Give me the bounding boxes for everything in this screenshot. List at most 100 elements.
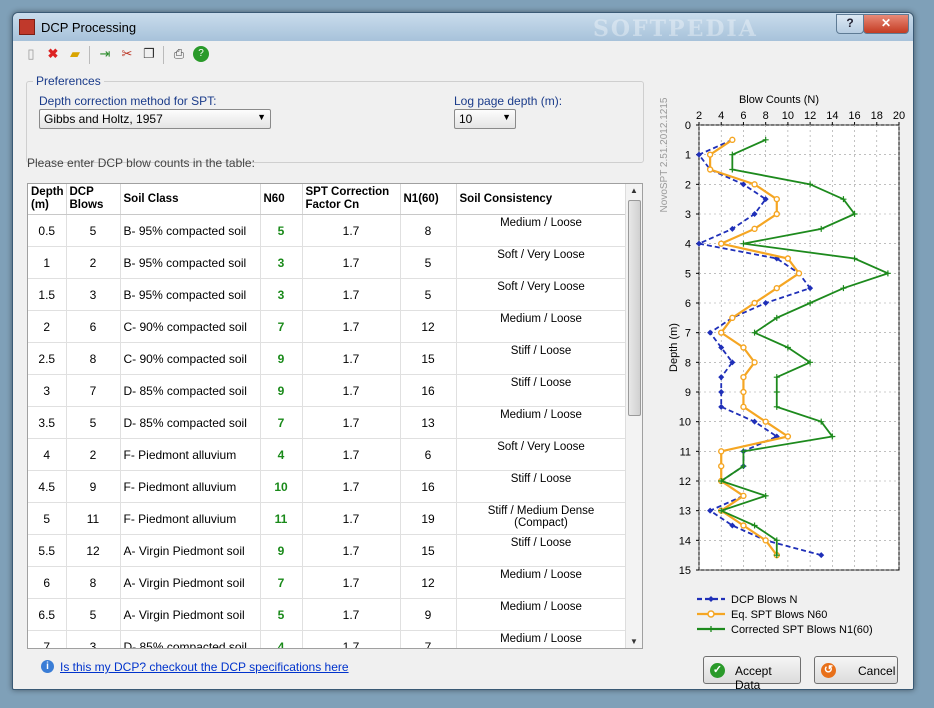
table-cell[interactable]: 4 [260, 630, 303, 648]
column-header[interactable]: Depth (m) [28, 184, 67, 215]
table-cell[interactable]: Soft / Very Loose [456, 278, 626, 311]
table-cell[interactable]: 1.7 [302, 214, 401, 247]
table-cell[interactable]: 9 [400, 598, 457, 631]
table-cell[interactable]: 1.7 [302, 438, 401, 471]
table-row[interactable]: 7 3 D- 85% compacted soil 4 1.7 7 Medium / Loo… [28, 630, 626, 648]
table-cell[interactable]: 0.5 [28, 214, 67, 247]
column-header[interactable]: DCP Blows [66, 184, 121, 215]
table-cell[interactable]: F- Piedmont alluvium [120, 470, 261, 503]
table-cell[interactable]: 3 [260, 246, 303, 279]
scrollbar-thumb[interactable] [628, 200, 641, 416]
table-cell[interactable]: 4 [260, 438, 303, 471]
help-icon[interactable]: ? [193, 46, 209, 62]
table-cell[interactable]: 3 [66, 630, 121, 648]
table-cell[interactable]: 2 [66, 438, 121, 471]
table-cell[interactable]: 12 [400, 566, 457, 599]
table-cell[interactable]: 15 [400, 342, 457, 375]
table-cell[interactable]: 12 [400, 310, 457, 343]
table-cell[interactable]: Stiff / Loose [456, 470, 626, 503]
table-cell[interactable]: 11 [66, 502, 121, 535]
table-cell[interactable]: 6 [28, 566, 67, 599]
table-cell[interactable]: 5 [66, 406, 121, 439]
cancel-button[interactable]: ↺ Cancel [814, 656, 898, 684]
table-cell[interactable]: 9 [260, 342, 303, 375]
table-cell[interactable]: 1.7 [302, 246, 401, 279]
table-cell[interactable]: 4.5 [28, 470, 67, 503]
table-cell[interactable]: Soft / Very Loose [456, 438, 626, 471]
table-row[interactable]: 2 6 C- 90% compacted soil 7 1.7 12 Medium / Lo… [28, 310, 626, 343]
table-cell[interactable]: 4 [28, 438, 67, 471]
table-cell[interactable]: 7 [260, 406, 303, 439]
table-row[interactable]: 6.5 5 A- Virgin Piedmont soil 5 1.7 9 Medium /… [28, 598, 626, 631]
table-cell[interactable]: 5 [400, 246, 457, 279]
table-cell[interactable]: Medium / Loose [456, 214, 626, 247]
accept-data-button[interactable]: ✓ Accept Data [703, 656, 801, 692]
column-header[interactable]: N60 [260, 184, 303, 215]
table-cell[interactable]: 5 [260, 598, 303, 631]
table-cell[interactable]: 2 [66, 246, 121, 279]
table-cell[interactable]: 5 [400, 278, 457, 311]
scroll-up-icon[interactable]: ▲ [630, 186, 638, 195]
table-cell[interactable]: 1.7 [302, 470, 401, 503]
table-cell[interactable]: 8 [66, 342, 121, 375]
table-cell[interactable]: Stiff / Loose [456, 374, 626, 407]
table-cell[interactable]: F- Piedmont alluvium [120, 502, 261, 535]
table-cell[interactable]: 1.7 [302, 534, 401, 567]
table-cell[interactable]: 1.5 [28, 278, 67, 311]
table-cell[interactable]: 9 [66, 470, 121, 503]
table-cell[interactable]: 6.5 [28, 598, 67, 631]
dcp-spec-link[interactable]: Is this my DCP? checkout the DCP specifi… [60, 659, 349, 674]
table-cell[interactable]: 1.7 [302, 374, 401, 407]
close-button[interactable]: ✕ [863, 14, 909, 34]
table-cell[interactable]: 5 [260, 214, 303, 247]
column-header[interactable]: Soil Consistency [456, 184, 626, 215]
log-page-depth-select[interactable]: 10 ▼ [454, 109, 516, 129]
table-cell[interactable]: 5.5 [28, 534, 67, 567]
table-cell[interactable]: C- 90% compacted soil [120, 342, 261, 375]
table-cell[interactable]: B- 95% compacted soil [120, 278, 261, 311]
table-cell[interactable]: 16 [400, 374, 457, 407]
table-cell[interactable]: 15 [400, 534, 457, 567]
table-cell[interactable]: 8 [66, 566, 121, 599]
help-button[interactable]: ? [836, 14, 864, 34]
table-cell[interactable]: 2.5 [28, 342, 67, 375]
table-cell[interactable]: 1.7 [302, 310, 401, 343]
open-folder-icon[interactable]: ▰ [70, 46, 80, 61]
scroll-down-icon[interactable]: ▼ [630, 637, 638, 646]
vertical-scrollbar[interactable]: ▲ ▼ [625, 184, 642, 648]
table-cell[interactable]: 5 [28, 502, 67, 535]
column-header[interactable]: Soil Class [120, 184, 261, 215]
table-cell[interactable]: 1.7 [302, 406, 401, 439]
table-cell[interactable]: 7 [66, 374, 121, 407]
table-cell[interactable]: B- 95% compacted soil [120, 214, 261, 247]
table-row[interactable]: 3 7 D- 85% compacted soil 9 1.7 16 Stiff / Loo… [28, 374, 626, 407]
table-row[interactable]: 5 11 F- Piedmont alluvium 11 1.7 19 Stiff / Me… [28, 502, 626, 535]
table-cell[interactable]: 1.7 [302, 630, 401, 648]
table-cell[interactable]: 7 [260, 566, 303, 599]
table-cell[interactable]: D- 85% compacted soil [120, 374, 261, 407]
table-cell[interactable]: 5 [66, 214, 121, 247]
table-cell[interactable]: D- 85% compacted soil [120, 630, 261, 648]
table-cell[interactable]: B- 95% compacted soil [120, 246, 261, 279]
table-row[interactable]: 2.5 8 C- 90% compacted soil 9 1.7 15 Stiff / L… [28, 342, 626, 375]
depth-correction-select[interactable]: Gibbs and Holtz, 1957 ▼ [39, 109, 271, 129]
table-cell[interactable]: F- Piedmont alluvium [120, 438, 261, 471]
table-cell[interactable]: 3.5 [28, 406, 67, 439]
table-cell[interactable]: A- Virgin Piedmont soil [120, 534, 261, 567]
table-cell[interactable]: 9 [260, 374, 303, 407]
table-cell[interactable]: 19 [400, 502, 457, 535]
table-cell[interactable]: 1 [28, 246, 67, 279]
table-cell[interactable]: 1.7 [302, 566, 401, 599]
table-cell[interactable]: 1.7 [302, 598, 401, 631]
table-cell[interactable]: 1.7 [302, 502, 401, 535]
table-cell[interactable]: A- Virgin Piedmont soil [120, 598, 261, 631]
table-cell[interactable]: 5 [66, 598, 121, 631]
chart-edit-icon[interactable]: ✂ [121, 46, 133, 61]
table-row[interactable]: 0.5 5 B- 95% compacted soil 5 1.7 8 Medium / L… [28, 214, 626, 247]
table-row[interactable]: 1 2 B- 95% compacted soil 3 1.7 5 Soft / Very … [28, 246, 626, 279]
table-cell[interactable]: C- 90% compacted soil [120, 310, 261, 343]
table-cell[interactable]: 1.7 [302, 342, 401, 375]
table-cell[interactable]: A- Virgin Piedmont soil [120, 566, 261, 599]
table-row[interactable]: 4 2 F- Piedmont alluvium 4 1.7 6 Soft / Very L… [28, 438, 626, 471]
table-row[interactable]: 6 8 A- Virgin Piedmont soil 7 1.7 12 Medium / … [28, 566, 626, 599]
